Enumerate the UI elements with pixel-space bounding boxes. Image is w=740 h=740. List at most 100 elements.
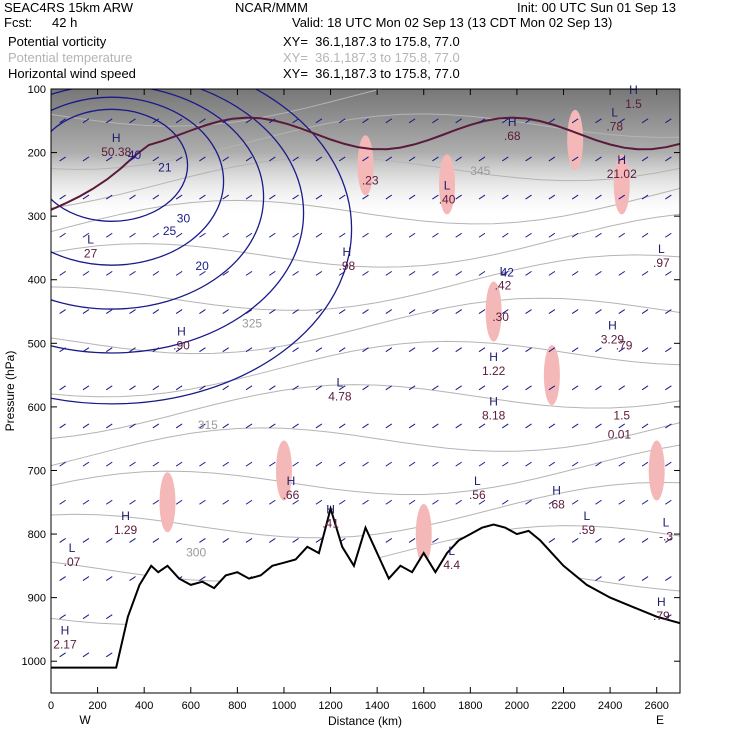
extremum-value-label: .79 <box>616 339 633 353</box>
wind-vector <box>129 576 136 581</box>
wind-vector <box>548 347 556 353</box>
x-tick-label: 1200 <box>318 700 342 712</box>
wind-vector <box>82 156 90 162</box>
extremum-value-label: 4.78 <box>328 390 352 404</box>
wind-vector <box>222 232 229 238</box>
valid-time: Valid: 18 UTC Mon 02 Sep 13 (13 CDT Mon … <box>292 15 613 30</box>
extremum-value-label: 1.29 <box>114 523 138 537</box>
wind-vector <box>618 347 626 353</box>
extremum-value-label: .90 <box>173 339 190 353</box>
wind-vector <box>175 499 183 505</box>
wind-vector <box>548 385 556 391</box>
theta-contour <box>51 340 680 398</box>
legend-theta-name: Potential temperature <box>8 50 133 65</box>
wind-vector <box>432 232 439 238</box>
wind-vector <box>59 461 66 467</box>
wind-vector <box>222 194 229 200</box>
x-tick-label: 0 <box>48 700 54 712</box>
wind-vector <box>641 537 649 543</box>
wind-vector <box>129 461 136 467</box>
wind-vector <box>571 118 579 124</box>
extremum-value-label: 8.18 <box>482 409 506 423</box>
wind-vector <box>222 537 229 543</box>
wind-vector <box>175 232 183 238</box>
wind-vector <box>385 194 393 200</box>
wind-vector <box>129 423 136 429</box>
wind-vector <box>385 423 393 429</box>
wind-vector <box>175 270 183 276</box>
extremum-type-label: H <box>287 474 296 488</box>
wind-vector <box>315 347 323 353</box>
wind-vector <box>408 423 416 429</box>
wind-vector <box>269 232 276 238</box>
wind-vector <box>432 537 439 543</box>
wind-vector <box>129 118 136 124</box>
wind-vector <box>105 576 113 581</box>
pv-patch <box>415 504 432 565</box>
wind-vector <box>245 309 253 314</box>
wind-vector <box>525 194 532 200</box>
wind-contour-label: 25 <box>163 224 177 238</box>
wind-vector <box>269 537 276 543</box>
wind-vector <box>571 309 579 314</box>
wind-vector <box>269 423 276 429</box>
wind-contour-label: 21 <box>158 161 172 175</box>
wind-vector <box>641 461 649 467</box>
x-tick-label: 800 <box>228 700 246 712</box>
wind-vector <box>338 499 346 505</box>
wind-vector <box>105 347 113 353</box>
wind-vector <box>548 537 556 543</box>
x-tick-label: 2000 <box>505 700 529 712</box>
model-title: SEAC4RS 15km ARW <box>4 0 134 15</box>
wind-vector <box>525 385 532 391</box>
wind-vector <box>82 537 90 543</box>
wind-vector <box>199 499 206 505</box>
wind-vector <box>525 156 532 162</box>
wind-vector <box>595 118 602 124</box>
extremum-type-label: H <box>112 131 121 145</box>
x-axis-title: Distance (km) <box>328 714 402 728</box>
wind-vector <box>105 232 113 238</box>
wind-speed-contour <box>51 108 189 222</box>
pv-patch <box>439 154 456 215</box>
wind-vector <box>175 423 183 429</box>
wind-vector <box>455 156 462 162</box>
wind-vector <box>408 499 416 505</box>
wind-vector <box>525 461 532 467</box>
west-end-label: W <box>79 713 91 727</box>
wind-vector <box>129 499 136 505</box>
wind-contour-label: 20 <box>195 259 209 273</box>
wind-vector <box>105 537 113 543</box>
wind-vector <box>105 270 113 276</box>
wind-vector <box>59 499 66 505</box>
wind-vector <box>82 347 90 353</box>
wind-vector <box>82 652 90 658</box>
wind-vector <box>548 232 556 238</box>
wind-vector <box>59 614 66 620</box>
extremum-value-label: 2.17 <box>53 637 77 651</box>
wind-vector <box>595 576 602 581</box>
extremum-type-label: H <box>552 484 561 498</box>
wind-vector <box>665 461 672 467</box>
wind-vector <box>502 118 509 124</box>
wind-vector <box>152 537 160 543</box>
x-tick-label: 1800 <box>458 700 482 712</box>
theta-contour-label: 325 <box>242 316 262 330</box>
pv-patch <box>275 440 292 501</box>
wind-vector <box>338 118 346 124</box>
wind-vector <box>292 232 299 238</box>
wind-vector <box>595 385 602 391</box>
wind-speed-contour <box>51 89 265 310</box>
wind-vector <box>432 385 439 391</box>
wind-vector <box>338 156 346 162</box>
extremum-type-label: L <box>474 474 481 488</box>
theta-contour <box>51 444 680 495</box>
extremum-value-label: 21.02 <box>607 167 637 181</box>
extremum-value-label: .30 <box>492 310 509 324</box>
wind-vector <box>548 156 556 162</box>
wind-vector <box>82 118 90 124</box>
wind-vector <box>338 347 346 353</box>
wind-vector <box>502 156 509 162</box>
wind-vector <box>82 194 90 200</box>
